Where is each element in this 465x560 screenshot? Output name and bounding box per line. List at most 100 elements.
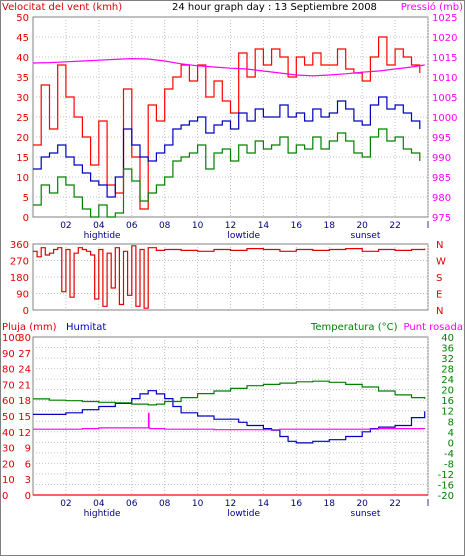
- rain-ytick-label: 70: [2, 380, 15, 391]
- rain-ytick-label: 50: [2, 412, 15, 423]
- panel-1-xtick-label: 12: [225, 221, 236, 231]
- humidity-ytick-label: 3: [25, 475, 31, 486]
- wind-ytick-label: 0: [23, 213, 29, 224]
- panel-1-xtick-label: 14: [258, 221, 270, 231]
- panel-1-xtick-label: 08: [159, 221, 171, 231]
- temperature-ytick-label: 16: [441, 396, 454, 407]
- temperature-ytick-label: 24: [441, 375, 454, 386]
- humidity-ytick-label: 24: [18, 365, 31, 376]
- pressure-ytick-label: 1000: [432, 113, 457, 124]
- panel-1-xtick-label: 04: [93, 221, 105, 231]
- panel-3-xtick-label: 18: [324, 499, 336, 509]
- compass-ytick-label: N: [436, 240, 443, 251]
- panel-3-xtick-label: 08: [159, 499, 171, 509]
- pressure-ytick-label: 990: [432, 153, 451, 164]
- wind-ytick-label: 25: [16, 113, 29, 124]
- compass-ytick-label: E: [436, 290, 442, 301]
- wind-ytick-label: 30: [16, 93, 29, 104]
- humidity-ytick-label: 15: [18, 412, 31, 423]
- panel-3-xtick-label: l: [427, 499, 430, 509]
- rain-label: Pluja (mm): [2, 322, 57, 333]
- rain-ytick-label: 90: [2, 349, 15, 360]
- temperature-ytick-label: -8: [444, 459, 454, 470]
- dewpoint-label: Punt rosada: [404, 322, 463, 333]
- pressure-ytick-label: 1010: [432, 73, 457, 84]
- panel-3-xtick-label: 04: [93, 499, 105, 509]
- chart-panels: 0510152025303540455097598098599099510001…: [2, 13, 457, 519]
- rain-ytick-label: 10: [2, 475, 15, 486]
- rain-ytick-label: 60: [2, 396, 15, 407]
- panel-3-event-label: sunset: [351, 509, 381, 519]
- wind-ytick-label: 5: [23, 193, 29, 204]
- rain-ytick-label: 30: [2, 444, 15, 455]
- panel-3-xtick-label: 06: [126, 499, 138, 509]
- humidity-label: Humitat: [66, 322, 106, 333]
- compass-ytick-label: N: [436, 306, 443, 317]
- temperature-ytick-label: 40: [441, 333, 454, 344]
- series-line-dewpoint: [33, 412, 426, 431]
- wind-ytick-label: 35: [16, 73, 29, 84]
- wind-ytick-label: 20: [16, 133, 29, 144]
- humidity-ytick-label: 21: [18, 380, 31, 391]
- temperature-ytick-label: 36: [441, 344, 454, 355]
- temperature-label: Temperatura (°C): [310, 322, 398, 333]
- panel-1-event-label: sunset: [351, 231, 381, 241]
- pressure-ytick-label: 1015: [432, 53, 457, 64]
- humidity-ytick-label: 9: [25, 444, 31, 455]
- wind-ytick-label: 10: [16, 173, 29, 184]
- panel-3-xtick-label: 12: [225, 499, 236, 509]
- temperature-ytick-label: -12: [438, 470, 454, 481]
- wind-ytick-label: 50: [16, 13, 29, 24]
- panel-1-xtick-label: 22: [389, 221, 400, 231]
- direction-ytick-label: 360: [10, 240, 29, 251]
- series-line-pressure: [32, 57, 425, 77]
- humidity-ytick-label: 0: [25, 491, 31, 502]
- wind-speed-label: Velocitat del vent (kmh): [2, 2, 122, 13]
- temperature-ytick-label: 4: [448, 428, 454, 439]
- panel-3-xtick-label: 20: [356, 499, 368, 509]
- panel-3-event-label: lowtide: [227, 509, 260, 519]
- humidity-ytick-label: 6: [25, 459, 31, 470]
- panel-1-event-label: lowtide: [227, 231, 260, 241]
- series-line-temperature: [33, 380, 426, 406]
- panel-1-xtick-label: 18: [324, 221, 336, 231]
- temperature-ytick-label: 20: [441, 386, 454, 397]
- temperature-ytick-label: 12: [441, 407, 454, 418]
- temperature-ytick-label: 32: [441, 354, 454, 365]
- temperature-ytick-label: -20: [438, 491, 454, 502]
- direction-ytick-label: 270: [10, 257, 29, 268]
- rain-ytick-label: 100: [2, 333, 21, 344]
- temperature-ytick-label: -16: [438, 480, 454, 491]
- panel-1-xtick-label: 06: [126, 221, 138, 231]
- humidity-ytick-label: 18: [18, 396, 31, 407]
- graph-title: 24 hour graph day : 13 Septiembre 2008: [172, 2, 377, 13]
- panel-1-xtick-label: 10: [192, 221, 204, 231]
- direction-ytick-label: 0: [23, 306, 29, 317]
- rain-ytick-label: 40: [2, 428, 15, 439]
- panel-3-xtick-label: 16: [291, 499, 303, 509]
- panel-3-event-label: hightide: [84, 509, 121, 519]
- pressure-ytick-label: 980: [432, 193, 451, 204]
- pressure-ytick-label: 985: [432, 173, 451, 184]
- series-line-avg: [33, 96, 421, 198]
- panel-3-xtick-label: 14: [258, 499, 270, 509]
- panel-1-event-label: hightide: [84, 231, 121, 241]
- pressure-ytick-label: 1020: [432, 33, 457, 44]
- direction-ytick-label: 90: [16, 290, 29, 301]
- wind-ytick-label: 40: [16, 53, 29, 64]
- pressure-label: Pressió (mb): [401, 1, 463, 13]
- rain-ytick-label: 0: [2, 491, 8, 502]
- compass-ytick-label: S: [436, 273, 442, 284]
- temperature-ytick-label: 8: [448, 417, 454, 428]
- temperature-ytick-label: 0: [448, 438, 454, 449]
- panel-1-xtick-label: 20: [356, 221, 368, 231]
- temperature-ytick-label: -4: [444, 449, 454, 460]
- series-line-min: [33, 128, 421, 218]
- pressure-ytick-label: 995: [432, 133, 451, 144]
- panel-1-xtick-label: 16: [291, 221, 303, 231]
- panel-3-xtick-label: 22: [389, 499, 400, 509]
- panel-3-xtick-label: 02: [60, 499, 71, 509]
- rain-ytick-label: 80: [2, 365, 15, 376]
